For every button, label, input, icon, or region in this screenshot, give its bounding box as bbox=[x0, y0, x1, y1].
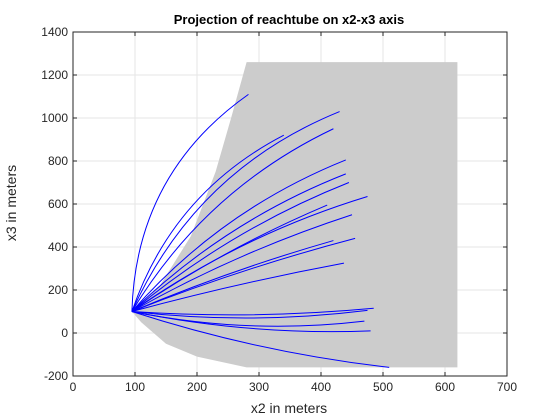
trajectory-line-traj-11 bbox=[131, 237, 356, 312]
trajectory-line-traj-5 bbox=[131, 159, 346, 312]
trajectory-line-traj-12 bbox=[131, 240, 334, 312]
trajectories-layer bbox=[131, 93, 390, 368]
trajectory-line-traj-2 bbox=[131, 134, 285, 312]
trajectory-line-traj-17 bbox=[131, 311, 371, 333]
y-tick-label: 1200 bbox=[41, 68, 68, 82]
x-tick-label: 600 bbox=[435, 380, 455, 394]
y-tick-label: 600 bbox=[48, 197, 68, 211]
x-tick-label: 0 bbox=[70, 380, 77, 394]
trajectory-line-traj-14 bbox=[131, 307, 374, 316]
y-tick-label: 0 bbox=[61, 326, 68, 340]
y-axis-label: x3 in meters bbox=[3, 165, 19, 241]
x-tick-label: 400 bbox=[311, 380, 331, 394]
x-tick-label: 200 bbox=[187, 380, 207, 394]
trajectory-line-traj-15 bbox=[131, 309, 368, 319]
x-tick-label: 300 bbox=[249, 380, 269, 394]
x-tick-label: 500 bbox=[373, 380, 393, 394]
y-tick-label: 800 bbox=[48, 154, 68, 168]
trajectory-line-traj-1 bbox=[131, 93, 249, 312]
trajectory-line-traj-4 bbox=[131, 128, 334, 312]
trajectory-line-traj-7 bbox=[131, 182, 350, 312]
y-tick-label: 400 bbox=[48, 240, 68, 254]
x-axis-label: x2 in meters bbox=[251, 400, 327, 416]
axes bbox=[72, 31, 508, 377]
y-tick-label: 1400 bbox=[41, 25, 68, 39]
y-tick-label: 1000 bbox=[41, 111, 68, 125]
chart-title: Projection of reachtube on x2-x3 axis bbox=[174, 12, 404, 27]
trajectory-line-traj-9 bbox=[131, 204, 328, 312]
tick-labels: 0 100 200 300 400 500 600 700-20002004006008001… bbox=[41, 25, 517, 394]
trajectory-line-traj-13 bbox=[131, 262, 345, 312]
trajectory-line-traj-18 bbox=[131, 311, 390, 368]
y-tick-label: -200 bbox=[44, 369, 68, 383]
trajectory-line-traj-10 bbox=[131, 214, 353, 312]
y-tick-label: 200 bbox=[48, 283, 68, 297]
trajectory-line-traj-3 bbox=[131, 111, 340, 312]
trajectory-line-traj-6 bbox=[131, 173, 346, 312]
x-tick-label: 100 bbox=[125, 380, 145, 394]
x-tick-label: 700 bbox=[497, 380, 517, 394]
